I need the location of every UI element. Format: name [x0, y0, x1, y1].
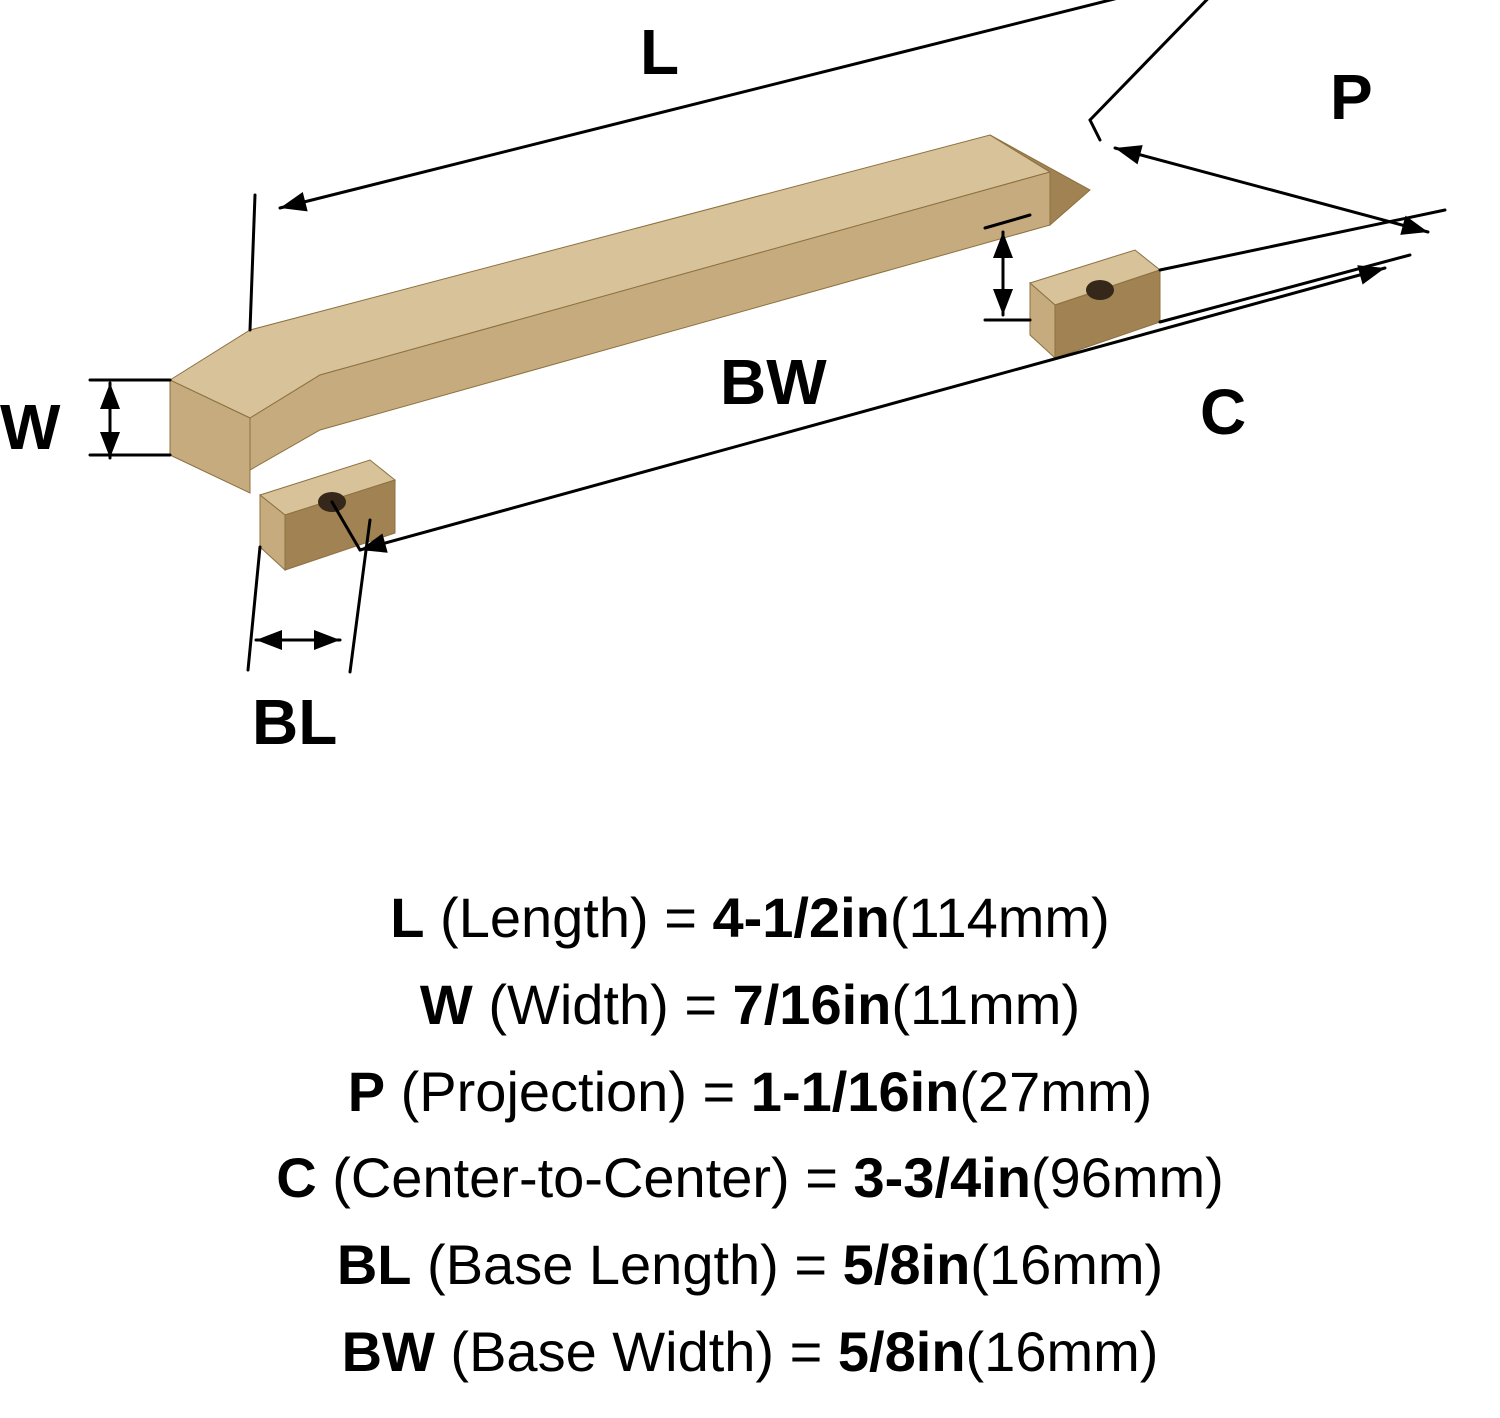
spec-symbol: BW — [342, 1320, 435, 1383]
label-p: P — [1330, 65, 1373, 129]
spec-symbol: W — [420, 973, 473, 1036]
spec-value: 1-1/16in — [751, 1060, 960, 1123]
spec-mm: (16mm) — [966, 1320, 1159, 1383]
spec-row: BW (Base Width) = 5/8in(16mm) — [0, 1309, 1500, 1396]
spec-eq: = — [805, 1146, 853, 1209]
spec-mm: (16mm) — [970, 1233, 1163, 1296]
spec-name: (Base Length) — [411, 1233, 794, 1296]
label-bw: BW — [720, 350, 827, 414]
spec-eq: = — [664, 886, 712, 949]
spec-mm: (114mm) — [890, 886, 1110, 949]
spec-row: P (Projection) = 1-1/16in(27mm) — [0, 1049, 1500, 1136]
spec-row: W (Width) = 7/16in(11mm) — [0, 962, 1500, 1049]
spec-eq: = — [794, 1233, 842, 1296]
spec-name: (Length) — [424, 886, 664, 949]
spec-value: 3-3/4in — [854, 1146, 1031, 1209]
spec-symbol: C — [276, 1146, 316, 1209]
spec-eq: = — [703, 1060, 751, 1123]
spec-name: (Center-to-Center) — [317, 1146, 806, 1209]
label-w: W — [0, 395, 60, 459]
spec-value: 5/8in — [843, 1233, 971, 1296]
spec-name: (Width) — [473, 973, 685, 1036]
spec-symbol: BL — [337, 1233, 412, 1296]
spec-row: L (Length) = 4-1/2in(114mm) — [0, 875, 1500, 962]
label-c: C — [1200, 380, 1246, 444]
label-l: L — [640, 20, 679, 84]
spec-mm: (27mm) — [959, 1060, 1152, 1123]
spec-eq: = — [790, 1320, 838, 1383]
figure-stage: L W P C BL BW L (Length) = 4-1/2in(114mm… — [0, 0, 1500, 1418]
spec-name: (Projection) — [385, 1060, 702, 1123]
spec-row: C (Center-to-Center) = 3-3/4in(96mm) — [0, 1135, 1500, 1222]
spec-value: 7/16in — [733, 973, 892, 1036]
spec-value: 5/8in — [838, 1320, 966, 1383]
label-bl: BL — [252, 690, 337, 754]
spec-eq: = — [684, 973, 732, 1036]
spec-value: 4-1/2in — [712, 886, 889, 949]
spec-mm: (96mm) — [1031, 1146, 1224, 1209]
spec-name: (Base Width) — [435, 1320, 790, 1383]
specifications-list: L (Length) = 4-1/2in(114mm)W (Width) = 7… — [0, 875, 1500, 1396]
spec-symbol: L — [390, 886, 424, 949]
spec-symbol: P — [348, 1060, 385, 1123]
spec-mm: (11mm) — [891, 973, 1080, 1036]
spec-row: BL (Base Length) = 5/8in(16mm) — [0, 1222, 1500, 1309]
